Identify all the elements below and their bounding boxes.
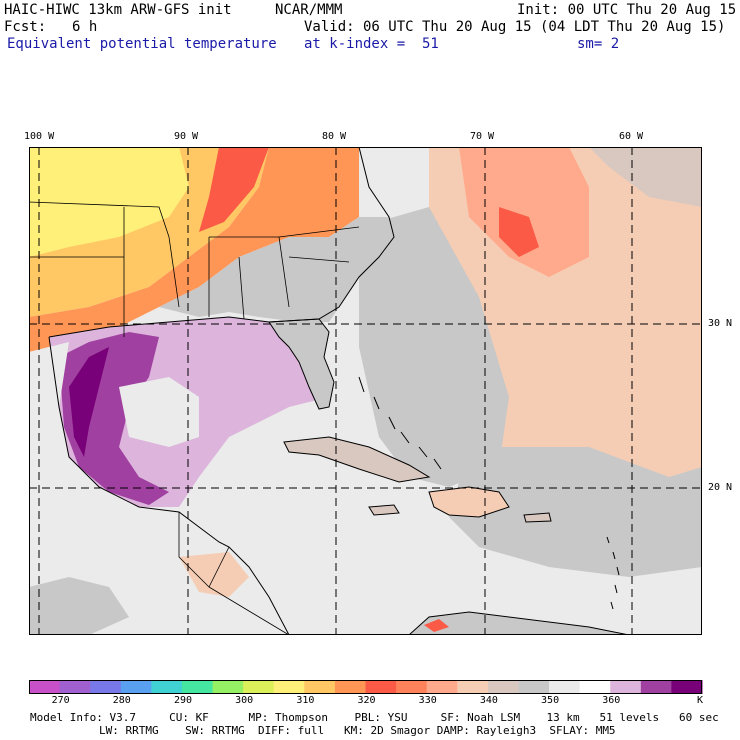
colorbar-swatch [243, 680, 275, 694]
yucatan-tan-patch [179, 552, 249, 597]
colorbar-swatch [396, 680, 428, 694]
colorbar-swatch [487, 680, 519, 694]
forecast-hour: 6 h [72, 19, 98, 35]
atlantic-gyre-field [459, 147, 589, 277]
colorbar-swatch [273, 680, 305, 694]
model-title: HAIC-HIWC 13km ARW-GFS init [4, 2, 232, 18]
smoothing-info: sm= 2 [577, 36, 620, 52]
atlantic-gyre-core [499, 207, 539, 257]
colorbar-swatch [671, 680, 703, 694]
colorbar-unit: K [697, 695, 704, 706]
forecast-label: Fcst: [4, 19, 47, 35]
colorbar-swatch [334, 680, 366, 694]
cuba-island [283, 436, 431, 483]
colorbar-swatch [90, 680, 122, 694]
colorbar-swatch [579, 680, 611, 694]
lon-label-80w: 80 W [322, 131, 347, 142]
colorbar-swatch [120, 680, 152, 694]
field-name: Equivalent potential temperature [7, 36, 277, 52]
atlantic-grey-band [359, 207, 509, 487]
model-info-line2: LW: RRTMG SW: RRTMG DIFF: full KM: 2D Sm… [99, 724, 616, 737]
colorbar-tick-label: 300 [235, 695, 254, 706]
colorbar-tick-label: 320 [357, 695, 376, 706]
central-america-borders [178, 512, 290, 635]
center-label: NCAR/MMM [275, 2, 343, 18]
south-america-warm-spot [424, 619, 449, 632]
map-frame [29, 147, 702, 635]
lon-label-70w: 70 W [470, 131, 495, 142]
colorbar-swatch [212, 680, 244, 694]
model-info-line1: Model Info: V3.7 CU: KF MP: Thompson PBL… [30, 711, 719, 724]
colorbar-swatch [151, 680, 183, 694]
us-coastline [48, 147, 395, 338]
us-red-band [199, 147, 269, 232]
theta-e-map [29, 147, 702, 635]
lon-label-90w: 90 W [174, 131, 199, 142]
colorbar-swatch [59, 680, 91, 694]
state-borders [29, 201, 360, 337]
colorbar-swatch [426, 680, 458, 694]
south-america-coast [408, 611, 630, 635]
colorbar-swatch [181, 680, 214, 694]
jamaica-island [368, 504, 400, 516]
colorbar-tick-label: 350 [541, 695, 560, 706]
lat-label-30n: 30 N [708, 318, 733, 329]
colorbar-tick-label: 310 [296, 695, 315, 706]
colorbar-swatch [29, 680, 61, 694]
colorbar-tick-label: 330 [418, 695, 437, 706]
init-time: Init: 00 UTC Thu 20 Aug 15 [517, 2, 737, 18]
gulf-clear-patch [119, 377, 199, 447]
colorbar-frame [29, 680, 702, 694]
lon-label-100w: 100 W [24, 131, 55, 142]
us-orange-band [29, 147, 359, 352]
colorbar-swatch [457, 680, 489, 694]
mexico-grey-patch [29, 577, 129, 635]
mexico-coastline [48, 336, 290, 635]
gulf-dark-purple-core [69, 347, 109, 457]
colorbar-swatch [610, 680, 642, 694]
colorbar-tick-label: 340 [479, 695, 498, 706]
colorbar-swatch [549, 680, 581, 694]
colorbar-swatch [518, 680, 550, 694]
lesser-antilles [606, 536, 620, 610]
graticule [29, 147, 702, 635]
colorbar-tick-label: 360 [602, 695, 621, 706]
caribbean-grey-band [449, 447, 702, 577]
colorbar [29, 680, 703, 694]
lon-label-60w: 60 W [619, 131, 644, 142]
colorbar-swatch [365, 680, 397, 694]
colorbar-tick-label: 290 [173, 695, 193, 706]
lat-label-20n: 20 N [708, 482, 733, 493]
bahamas-islands [358, 376, 442, 470]
puerto-rico-island [523, 512, 552, 523]
colorbar-tick-label: 270 [51, 695, 70, 706]
valid-time: Valid: 06 UTC Thu 20 Aug 15 (04 LDT Thu … [304, 19, 726, 35]
atlantic-tan-patch [589, 147, 702, 207]
florida-peninsula [268, 318, 335, 410]
colorbar-tick-label: 280 [112, 695, 131, 706]
us-hot-field [29, 147, 189, 257]
colorbar-swatch [640, 680, 672, 694]
southeast-us-land [159, 217, 394, 322]
level-info: at k-index = 51 [304, 36, 439, 52]
colorbar-swatch [304, 680, 336, 694]
